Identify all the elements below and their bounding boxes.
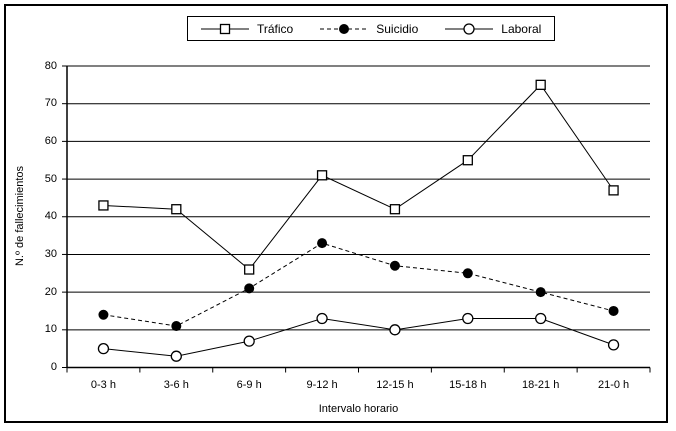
y-tick-label: 80	[44, 59, 57, 72]
trafico-marker	[244, 264, 255, 275]
trafico-legend-marker	[201, 23, 249, 34]
legend-item-trafico: Tráfico	[201, 22, 293, 36]
laboral-marker	[97, 343, 110, 355]
y-tick-label: 60	[44, 134, 57, 147]
legend-label-trafico: Tráfico	[257, 21, 294, 36]
laboral-legend-marker	[445, 22, 494, 35]
legend-label-laboral: Laboral	[501, 21, 542, 36]
y-tick-label: 50	[44, 172, 57, 185]
x-tick-label: 15-18 h	[449, 379, 487, 391]
laboral-line	[103, 317, 614, 357]
x-axis-title: Intervalo horario	[318, 403, 399, 415]
laboral-marker	[462, 312, 474, 325]
y-tick-label: 20	[44, 285, 57, 298]
suicidio-marker	[462, 268, 473, 279]
x-tick-label: 0-3 h	[90, 379, 116, 391]
suicidio-marker	[389, 260, 400, 271]
suicidio-legend-marker	[320, 23, 369, 34]
laboral-marker	[316, 312, 328, 325]
legend-label-suicidio: Suicidio	[376, 21, 419, 36]
laboral-marker	[243, 335, 255, 347]
trafico-marker	[535, 79, 546, 90]
laboral-marker	[389, 324, 401, 336]
x-tick-label: 18-21 h	[522, 379, 560, 391]
laboral-marker	[170, 350, 182, 362]
trafico-marker	[316, 170, 328, 181]
x-tick-label: 21-0 h	[597, 379, 630, 391]
y-axis-title: N.º de fallecimientos	[14, 166, 26, 267]
suicidio-marker	[244, 283, 255, 294]
x-tick-label: 12-15 h	[376, 379, 414, 391]
trafico-marker	[462, 155, 473, 166]
legend-item-laboral: Laboral	[445, 22, 541, 36]
y-tick-label: 70	[44, 97, 57, 110]
x-tick-label: 3-6 h	[163, 379, 189, 391]
suicidio-line	[103, 242, 614, 327]
trafico-line	[103, 84, 614, 271]
suicidio-marker	[98, 309, 109, 320]
laboral-marker	[535, 312, 547, 325]
y-tick-label: 10	[44, 323, 57, 336]
suicidio-marker	[535, 287, 546, 298]
laboral-marker	[607, 339, 620, 351]
y-tick-label: 40	[44, 210, 57, 223]
y-tick-label: 30	[44, 247, 57, 260]
legend-item-suicidio: Suicidio	[320, 22, 418, 36]
suicidio-marker	[608, 305, 619, 316]
legend: Tráfico Suicidio Laboral	[187, 16, 556, 41]
suicidio-marker	[317, 238, 328, 249]
y-tick-label: 0	[50, 361, 57, 373]
x-tick-label: 9-12 h	[306, 379, 338, 391]
trafico-marker	[389, 204, 401, 215]
x-tick-label: 6-9 h	[236, 379, 262, 391]
trafico-marker	[608, 185, 619, 196]
chart-frame	[4, 4, 668, 423]
trafico-marker	[98, 200, 109, 211]
trafico-marker	[171, 204, 182, 215]
suicidio-marker	[171, 321, 182, 332]
